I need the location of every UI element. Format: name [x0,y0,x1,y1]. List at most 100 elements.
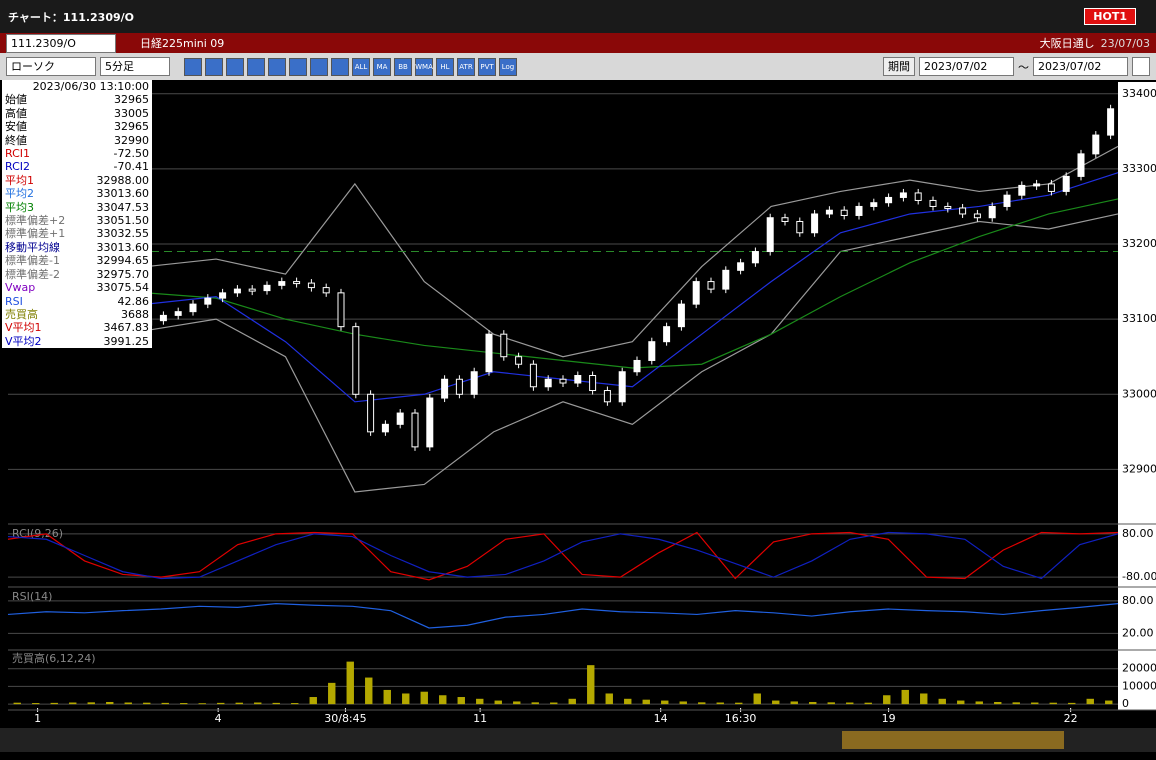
volume-bar [938,698,946,705]
y-tick-label: 20.00 [1122,626,1154,639]
volume-bar [180,703,188,705]
style-select[interactable]: ローソク [6,57,96,76]
y-tick-label: 0 [1122,697,1129,710]
info-row: 平均3 33047.53 [2,201,152,214]
candle-body [248,288,256,292]
candle-body [322,287,330,294]
symbol-input[interactable]: 111.2309/O [6,33,116,53]
candle-body [396,412,404,425]
volume-bar [920,693,928,705]
candle-body [870,202,878,207]
volume-bar [587,665,595,705]
indicator-line [7,531,1119,581]
indicator-line [7,198,1119,369]
candle-body [544,378,552,388]
tool-icon[interactable]: Log [499,57,517,76]
period-button[interactable]: 期間 [883,57,915,76]
checkbox[interactable] [1132,57,1150,76]
tool-icon[interactable]: ALL [352,57,370,76]
tool-icon[interactable] [226,57,244,76]
hot-badge[interactable]: HOT1 [1084,8,1136,25]
info-row: 移動平均線 33013.60 [2,241,152,254]
session: 大阪日通し [1039,37,1095,50]
candle-body [914,192,922,201]
volume-bar [291,703,299,705]
volume-bar [809,701,817,705]
tool-icon[interactable]: ATR [457,57,475,76]
tool-icon[interactable] [310,57,328,76]
info-row: 高値 33005 [2,107,152,120]
tool-icon[interactable] [205,57,223,76]
tool-icon[interactable]: HL [436,57,454,76]
candle-body [1077,153,1085,177]
volume-bar [32,703,40,705]
volume-bar [1068,702,1076,705]
info-value: 33075.54 [96,281,150,295]
candle-body [766,217,774,253]
x-tick-label: 19 [882,712,896,725]
info-value: 3467.83 [103,321,150,335]
candle-body [707,281,715,290]
tool-icon[interactable] [184,57,202,76]
volume-bar [13,702,21,705]
candle-body [485,333,493,373]
volume-bar [513,701,521,705]
candle-body [470,371,478,395]
tool-icon[interactable]: PVT [478,57,496,76]
tool-icon[interactable]: BB [394,57,412,76]
info-value: 32965 [114,120,149,134]
volume-bar [402,693,410,705]
candle-body [899,192,907,198]
info-label: 標準偏差-2 [5,267,60,281]
x-tick-label: 22 [1064,712,1078,725]
volume-bar [365,677,373,705]
y-tick-label: 10000 [1122,679,1156,692]
interval-select[interactable]: 5分足 [100,57,170,76]
volume-bar [50,702,58,705]
candle-body [855,205,863,216]
info-value: 33013.60 [96,187,150,201]
x-tick-label: 11 [473,712,487,725]
info-row: 安値 32965 [2,120,152,133]
volume-bar [605,693,613,705]
panel-title: RSI(14) [12,590,52,603]
candle-body [1033,183,1041,187]
volume-bar [439,695,447,705]
info-label: 標準偏差+1 [5,227,66,241]
date-to[interactable]: 2023/07/02 [1033,57,1128,76]
volume-bar [1105,700,1113,705]
candle-body [677,303,685,328]
candle-body [1062,175,1070,192]
info-row: 標準偏差-2 32975.70 [2,268,152,281]
candle-body [663,326,671,343]
volume-bar [975,701,983,705]
candle-body [293,281,301,285]
symbol-bar: 111.2309/O 日経225mini 09 大阪日通し 23/07/03 [0,33,1156,53]
candle-body [500,333,508,358]
info-label: RSI [5,294,23,308]
volume-bar [550,702,558,705]
tool-icon[interactable] [289,57,307,76]
candle-body [633,359,641,373]
tool-icon[interactable] [247,57,265,76]
tool-icon[interactable] [268,57,286,76]
info-panel: 2023/06/30 13:10:00 始値 32965 高値 33005 安値 3296… [2,80,152,349]
volume-bar [827,702,835,705]
indicator-line [7,213,1119,493]
y-tick-label: 80.00 [1122,594,1154,607]
y-tick-label: 32900 [1122,462,1156,475]
info-row: RSI 42.86 [2,295,152,308]
y-tick-label: 33000 [1122,387,1156,400]
info-datetime: 2023/06/30 13:10:00 [32,80,149,93]
volume-bar [217,702,225,705]
volume-bar [624,698,632,705]
volume-bar [883,695,891,705]
x-tick-label: 4 [215,712,222,725]
tool-icon[interactable]: WMA [415,57,433,76]
date-from[interactable]: 2023/07/02 [919,57,1014,76]
candle-body [219,292,227,299]
tool-icon[interactable]: MA [373,57,391,76]
info-label: 移動平均線 [5,240,60,254]
tool-icon[interactable] [331,57,349,76]
